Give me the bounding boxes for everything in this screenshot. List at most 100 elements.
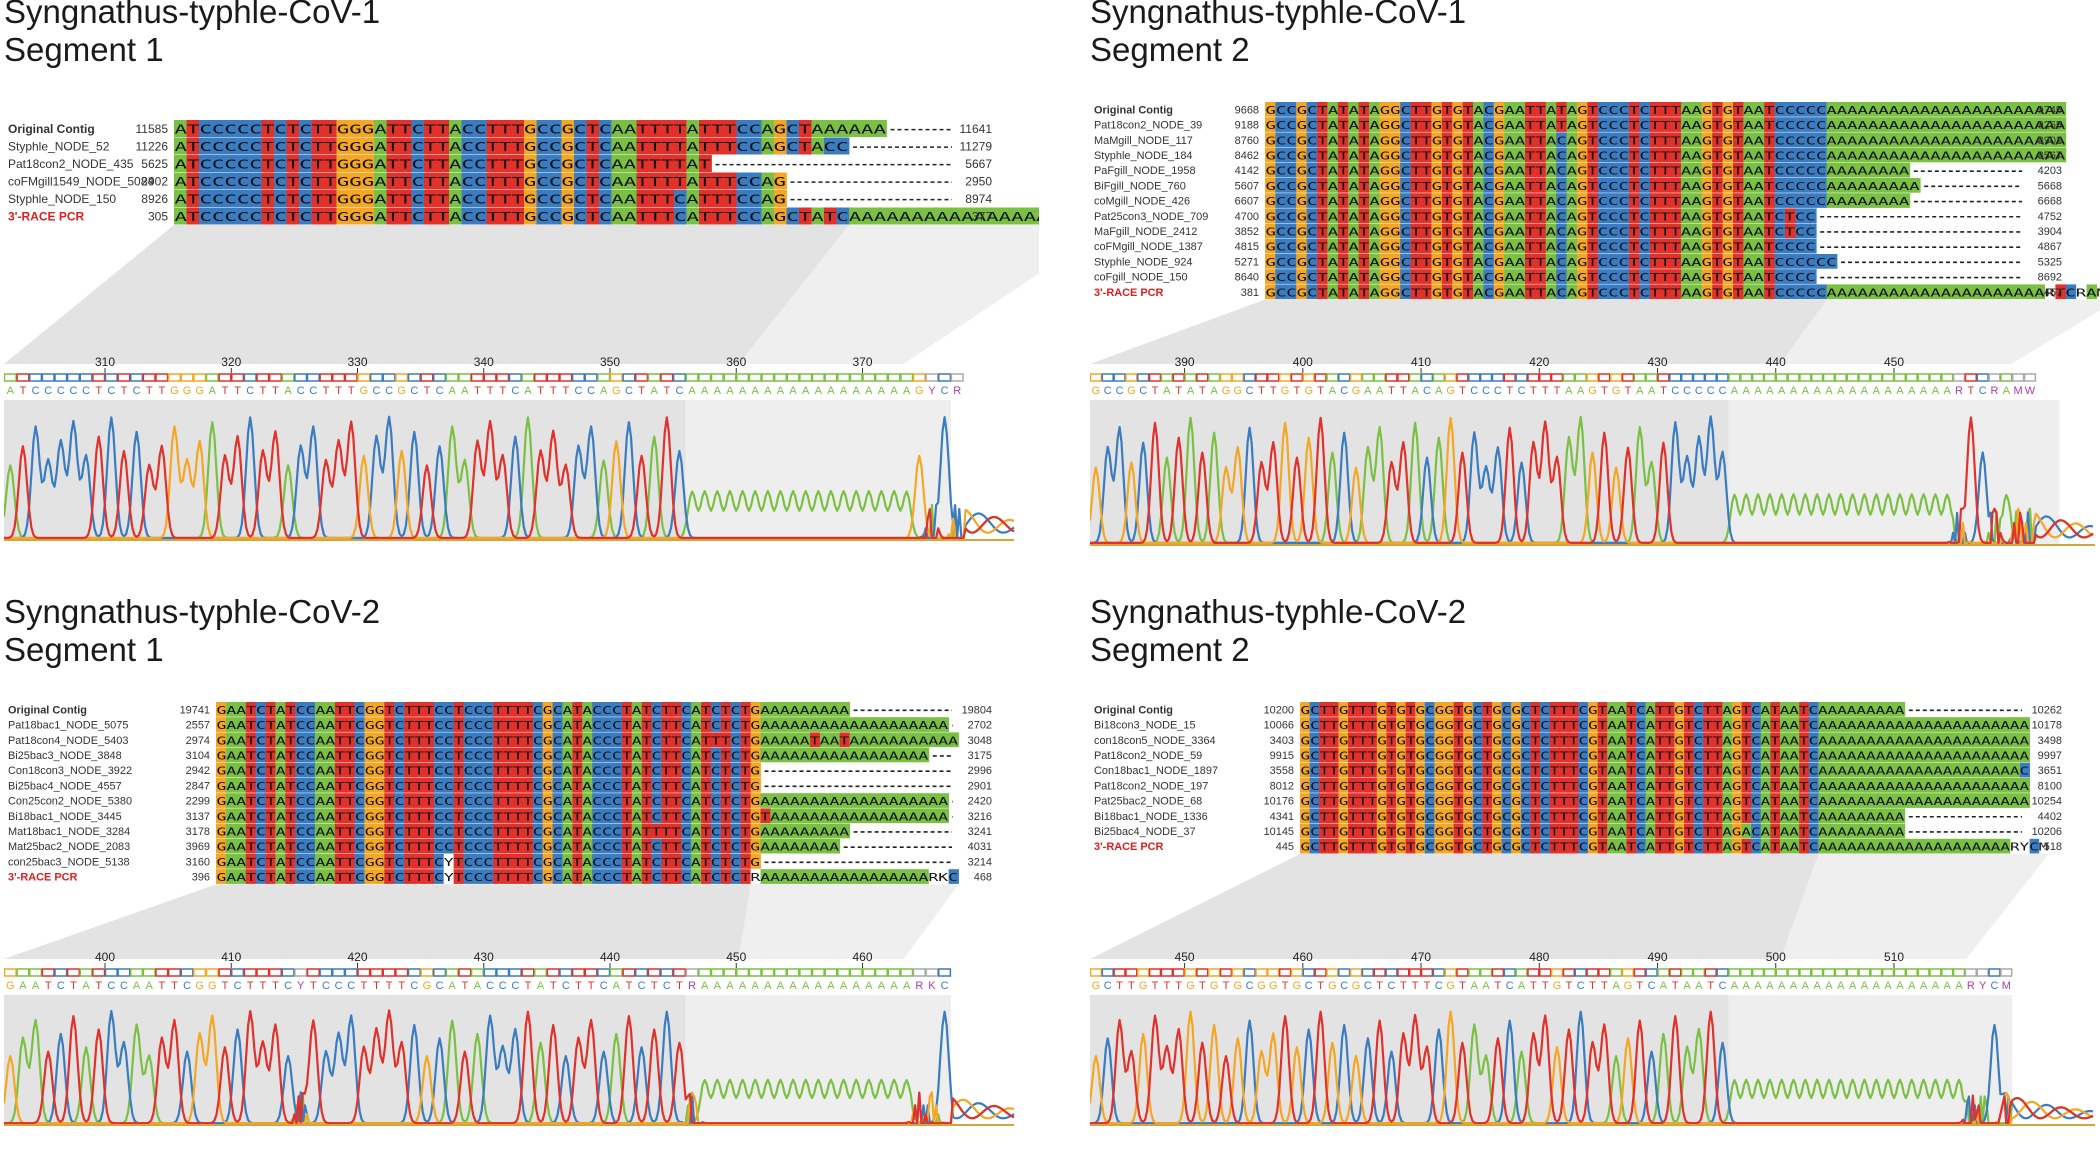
trace-base: T [1542, 385, 1549, 397]
trace-base: G [1222, 385, 1231, 397]
row-label: Bi25bac3_NODE_3848 [8, 750, 122, 762]
trace-base: A [133, 980, 141, 992]
trace-base: A [1825, 980, 1833, 992]
quality-box [1812, 969, 1823, 976]
row-end: 11279 [960, 140, 993, 154]
quality-box [1528, 969, 1539, 976]
quality-box [484, 969, 496, 976]
trace-base: C [1104, 980, 1112, 992]
trace-base: C [511, 385, 519, 397]
trace-base: T [398, 980, 405, 992]
trace-base: A [688, 385, 696, 397]
row-label: coMgill_NODE_426 [1094, 196, 1190, 208]
sequence-text: GCTTGTTTGTGTGCGGTGCTGCGCTCTTTCGTAATCATTG… [1301, 780, 2030, 793]
quality-box [1457, 969, 1468, 976]
row-start: 10066 [1264, 720, 1294, 732]
quality-box [1776, 969, 1787, 976]
trace-base: C [1683, 385, 1691, 397]
ruler-label: 460 [852, 950, 872, 964]
quality-box [1197, 374, 1208, 381]
quality-box [1824, 374, 1835, 381]
row-end: 8567 [2038, 150, 2062, 162]
trace-base: T [1495, 980, 1502, 992]
trace-base: T [146, 385, 153, 397]
quality-box [1918, 969, 1929, 976]
panel-cov1-seg1: Syngnathus-typhle-CoV-1 Segment 1 Origin… [4, 0, 1039, 560]
quality-box [1161, 969, 1172, 976]
quality-box [699, 969, 711, 976]
trace-base: A [19, 980, 27, 992]
row-label: Pat18con2_NODE_197 [1094, 780, 1208, 792]
trace-base: T [676, 980, 683, 992]
trace-base: A [1743, 385, 1751, 397]
quality-box [1410, 374, 1421, 381]
trace-base: A [1884, 980, 1892, 992]
quality-box [712, 969, 724, 976]
quality-box [434, 374, 446, 381]
quality-box [459, 969, 471, 976]
ruler-label: 470 [1411, 950, 1431, 964]
quality-box [800, 969, 812, 976]
ruler-label: 430 [474, 950, 494, 964]
quality-box [131, 969, 143, 976]
row-start: 10145 [1264, 826, 1294, 838]
quality-box [270, 969, 282, 976]
trace-base: C [183, 980, 191, 992]
quality-box [636, 969, 648, 976]
trace-base: T [1530, 385, 1537, 397]
quality-box [1658, 374, 1669, 381]
trace-base: G [1092, 980, 1101, 992]
quality-box [1138, 969, 1149, 976]
trace-base: C [82, 385, 90, 397]
sequence-text: GAATCTATCCAATTCGGTCTTTCCTCCCTTTTCGCATACC… [217, 795, 949, 808]
quality-box [1824, 969, 1835, 976]
quality-box [1800, 374, 1811, 381]
quality-box [1646, 969, 1657, 976]
trace-base: C [234, 980, 242, 992]
row-label: Original Contig [8, 122, 95, 136]
quality-box [320, 969, 332, 976]
trace-base: C [675, 385, 683, 397]
quality-box [1374, 969, 1385, 976]
quality-box [1457, 374, 1468, 381]
quality-box [106, 969, 118, 976]
trace-base: A [714, 385, 722, 397]
quality-box [1670, 969, 1681, 976]
trace-base: A [777, 385, 785, 397]
quality-box [1504, 374, 1515, 381]
sequence-text: GCCGCTATATAGGCTTGTGTACGAATTACAGTCCCTCTTT… [1266, 149, 2066, 162]
trace-base: G [1328, 980, 1337, 992]
trace-base: C [1494, 385, 1502, 397]
quality-box [181, 969, 193, 976]
trace-base: A [461, 385, 469, 397]
quality-box [876, 969, 888, 976]
trace-shade-tail [1728, 400, 2059, 545]
row-end: 11641 [960, 122, 993, 136]
trace-base: G [170, 385, 179, 397]
trace-base: T [1967, 385, 1974, 397]
trace-base: T [1506, 385, 1513, 397]
row-start: 5625 [141, 157, 168, 171]
trace-base: A [474, 980, 482, 992]
sequence-text: GCTTGTTTGTGTGCGGTGCTGCGCTCTTTCGTAATCATTG… [1301, 734, 2030, 747]
row-end: 3214 [968, 856, 992, 868]
panel-cov1-seg2: Syngnathus-typhle-CoV-1 Segment 2 Origin… [1090, 0, 2100, 560]
quality-box [194, 374, 206, 381]
quality-box [93, 969, 105, 976]
trace-base: T [1223, 980, 1230, 992]
trace-base: A [1766, 980, 1774, 992]
trace-base: T [575, 980, 582, 992]
trace-base: T [1707, 980, 1714, 992]
trace-base: T [1601, 980, 1608, 992]
row-start: 3403 [1270, 735, 1294, 747]
trace-base: T [310, 980, 317, 992]
trace-base: G [183, 385, 192, 397]
quality-box [1410, 969, 1421, 976]
row-label: Pat25bac2_NODE_68 [1094, 796, 1202, 808]
row-label: Pat18con2_NODE_435 [8, 157, 134, 171]
trace-base: T [158, 980, 165, 992]
quality-box [1776, 374, 1787, 381]
trace-base: T [1175, 385, 1182, 397]
sequence-text: GCCGCTATATAGGCTTGTGTACGAATTACAGTCCCTCTTT… [1266, 180, 1921, 193]
quality-box [813, 374, 825, 381]
